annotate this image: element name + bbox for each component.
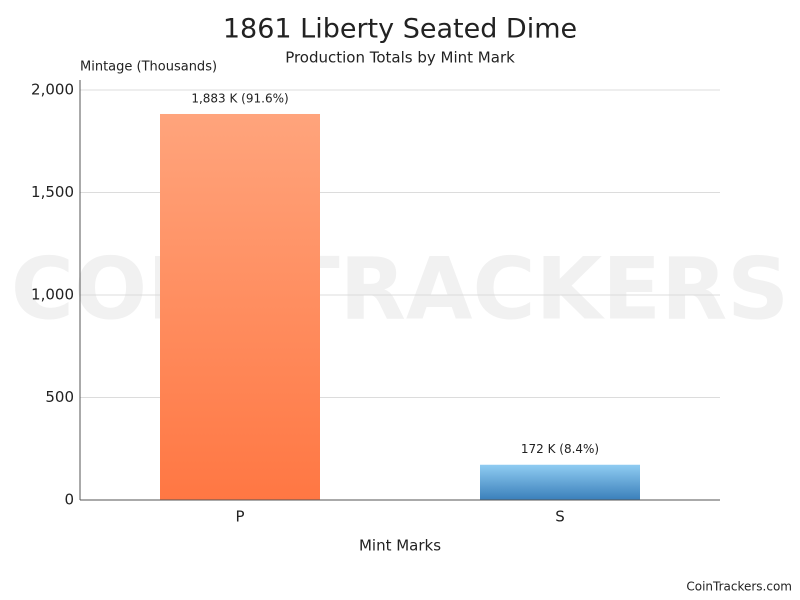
chart-subtitle: Production Totals by Mint Mark bbox=[285, 49, 515, 67]
bar bbox=[160, 113, 320, 501]
chart-title: 1861 Liberty Seated Dime bbox=[223, 14, 577, 45]
y-tick-label: 500 bbox=[45, 388, 74, 406]
y-tick-label: 1,500 bbox=[31, 183, 74, 201]
watermark: COIN TRACKERS bbox=[11, 239, 789, 339]
bar bbox=[480, 464, 640, 500]
x-tick-label: S bbox=[555, 508, 565, 526]
data-label: 172 K (8.4%) bbox=[521, 442, 599, 456]
y-tick-label: 0 bbox=[64, 491, 74, 509]
y-tick-label: 1,000 bbox=[31, 286, 74, 304]
data-label: 1,883 K (91.6%) bbox=[191, 91, 288, 105]
y-tick-label: 2,000 bbox=[31, 81, 74, 99]
x-axis-label: Mint Marks bbox=[359, 537, 441, 555]
x-tick-label: P bbox=[235, 508, 244, 526]
y-axis-label: Mintage (Thousands) bbox=[80, 60, 217, 75]
credit: CoinTrackers.com bbox=[686, 580, 792, 594]
